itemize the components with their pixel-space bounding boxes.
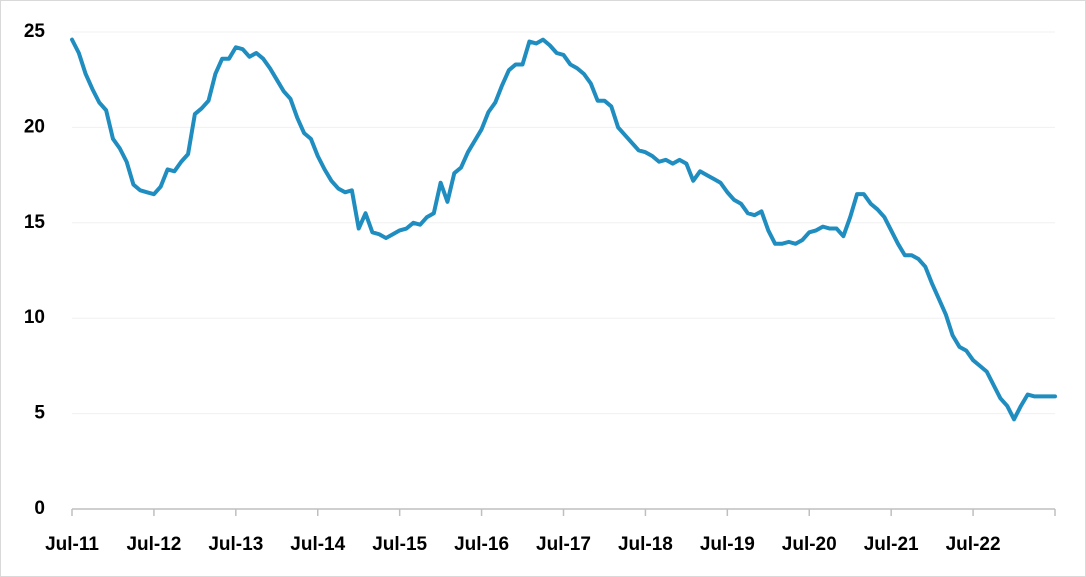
y-tick-label: 0 xyxy=(34,498,45,519)
x-tick-label: Jul-15 xyxy=(372,534,427,555)
x-tick-label: Jul-17 xyxy=(536,534,591,555)
data-line xyxy=(70,37,1057,422)
y-tick-label: 10 xyxy=(24,307,45,328)
x-tick-label: Jul-18 xyxy=(618,534,673,555)
x-tick-label: Jul-13 xyxy=(208,534,263,555)
y-tick-label: 15 xyxy=(24,212,46,233)
x-tick-label: Jul-14 xyxy=(290,534,345,555)
y-tick-label: 5 xyxy=(34,403,45,424)
x-tick-label: Jul-22 xyxy=(946,534,1001,555)
x-tick-label: Jul-21 xyxy=(864,534,919,555)
x-tick-label: Jul-16 xyxy=(454,534,509,555)
x-tick-label: Jul-12 xyxy=(126,534,181,555)
x-tick-label: Jul-20 xyxy=(782,534,837,555)
y-tick-label: 20 xyxy=(24,116,45,137)
x-tick-label: Jul-19 xyxy=(700,534,755,555)
y-tick-label: 25 xyxy=(24,21,46,42)
x-tick-label: Jul-11 xyxy=(45,534,99,555)
